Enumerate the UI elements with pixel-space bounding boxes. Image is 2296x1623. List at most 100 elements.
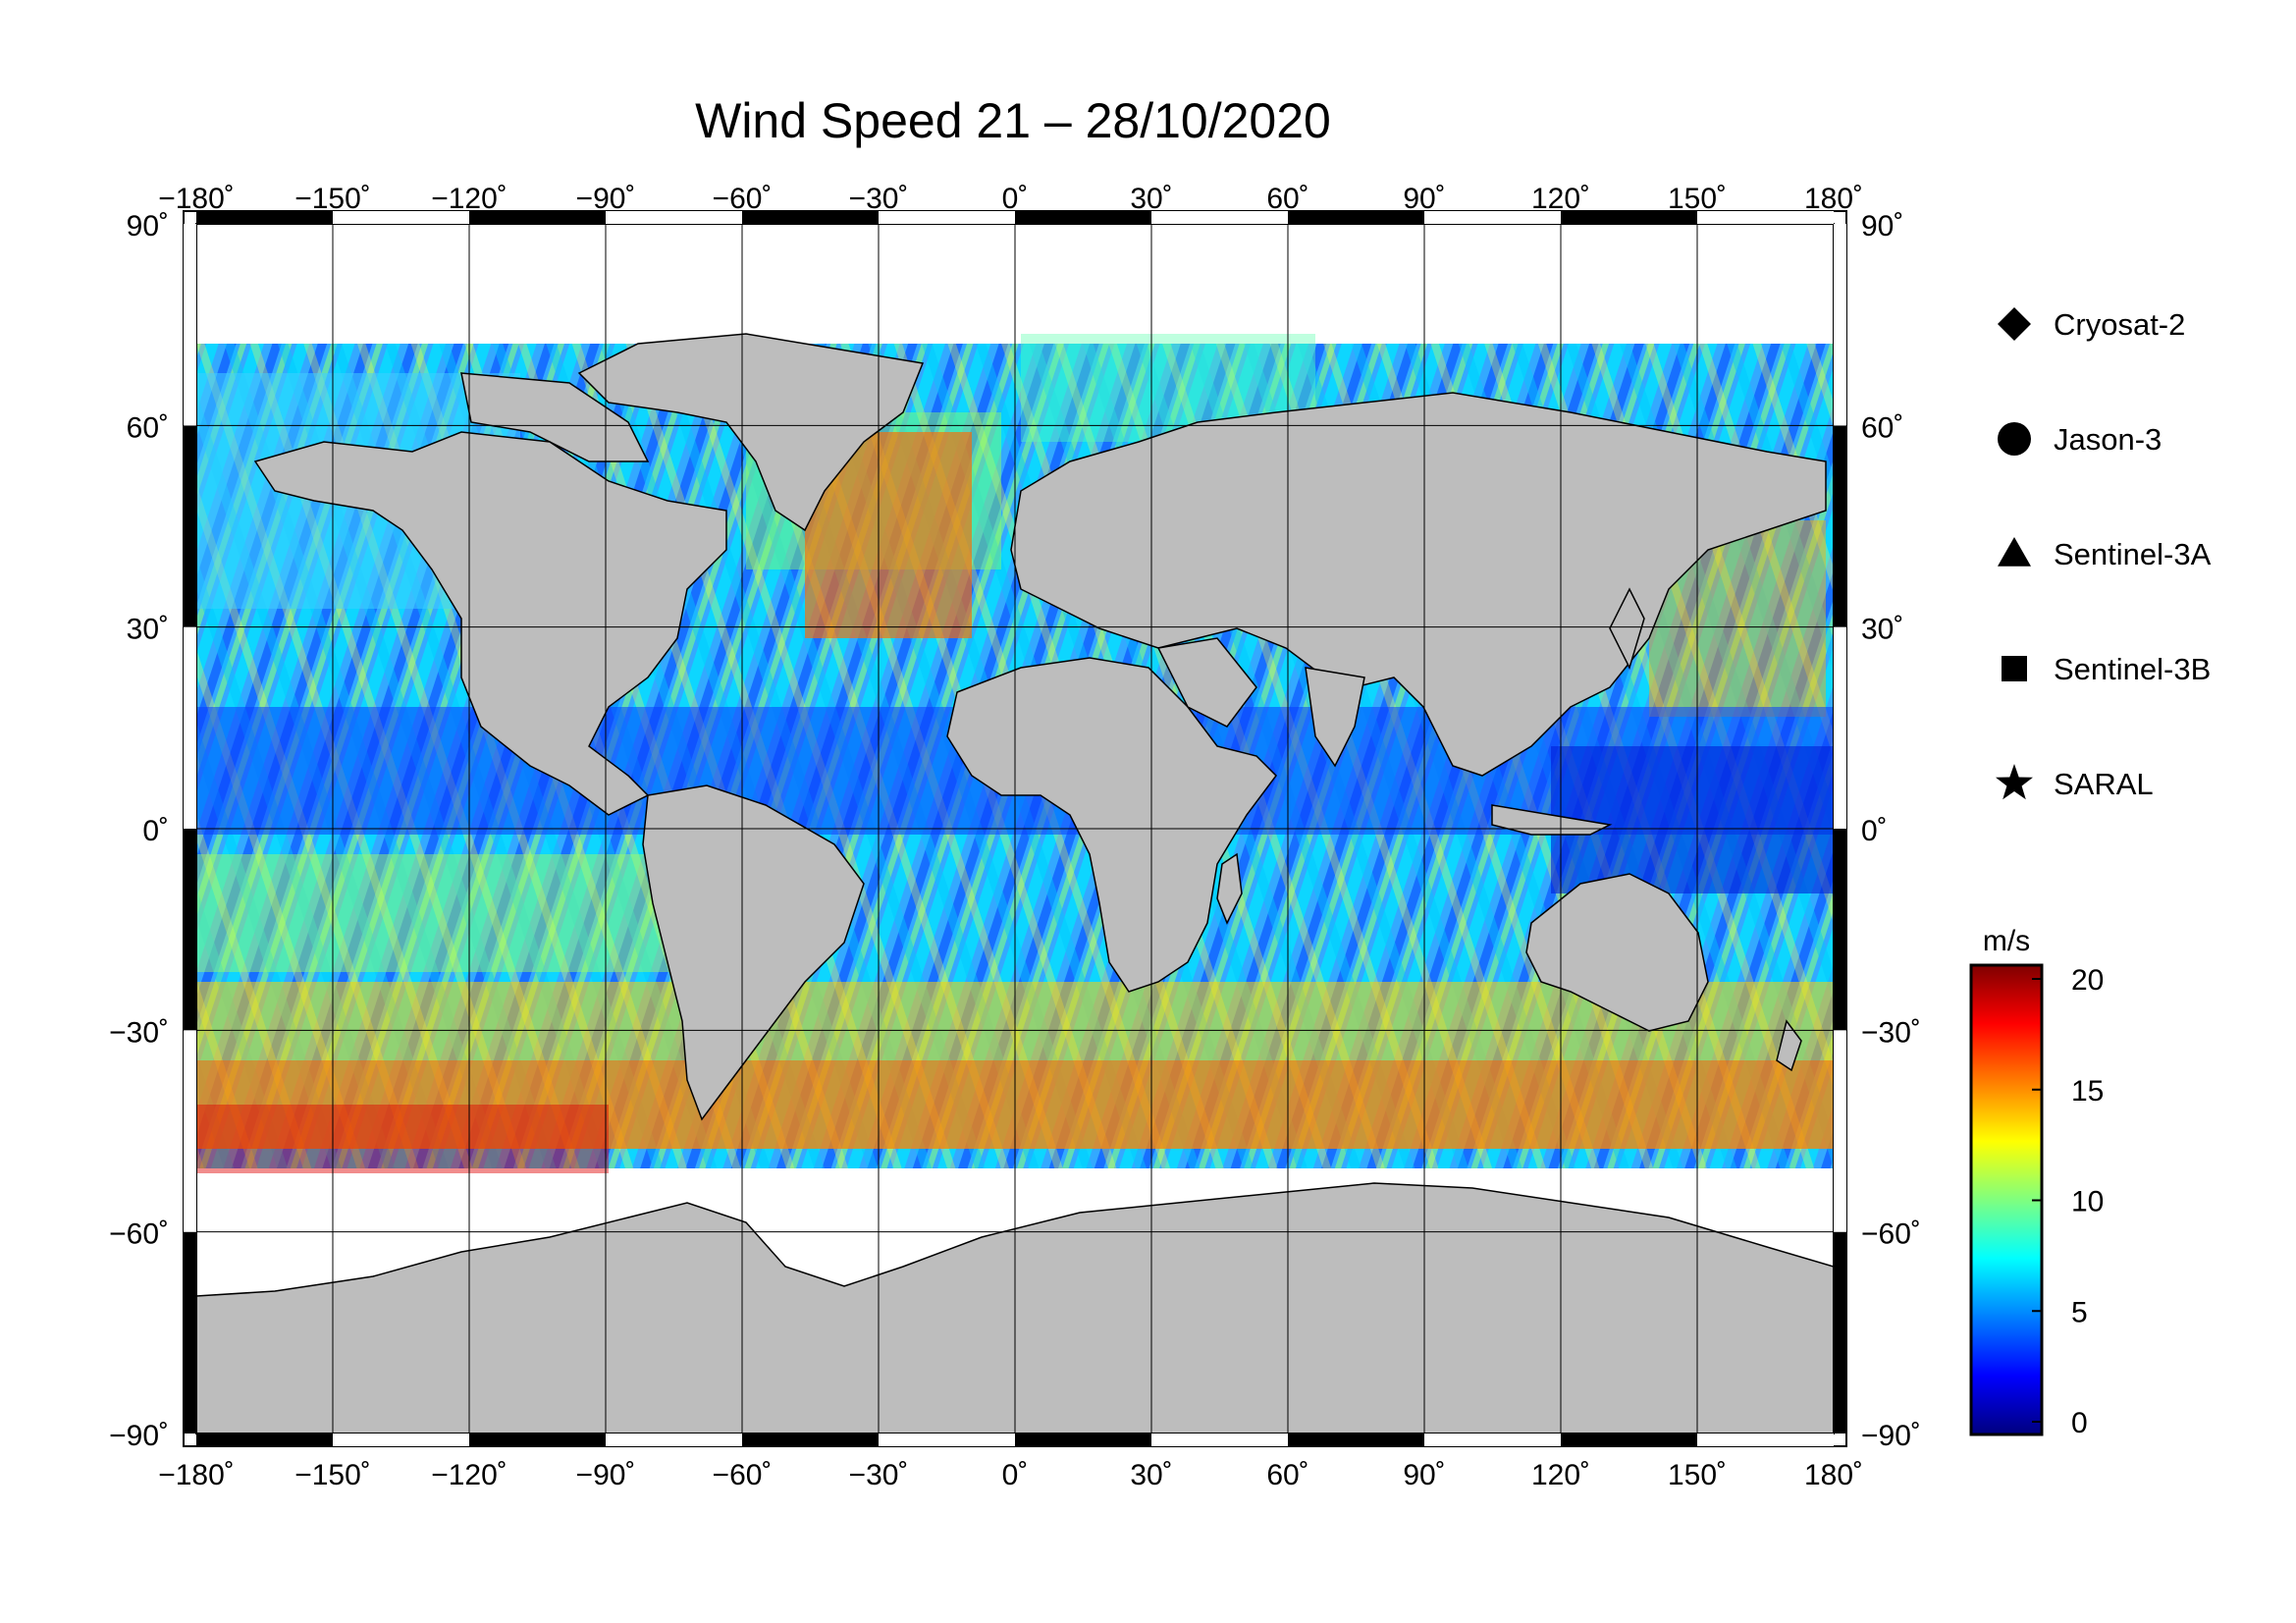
lat-tick-label: −90˚ — [109, 1420, 169, 1452]
lon-tick-label: 150˚ — [1668, 183, 1727, 215]
frame-segment-top — [1697, 211, 1834, 224]
square-icon — [2002, 656, 2027, 681]
lat-tick-label: −30˚ — [1861, 1016, 1921, 1049]
canadian-archipelago — [460, 372, 650, 462]
frame-segment-bottom — [196, 1434, 333, 1446]
india — [1305, 667, 1365, 768]
frame-segment-left — [184, 829, 196, 1031]
lat-tick-label: 60˚ — [127, 411, 169, 444]
frame-segment-top — [606, 211, 742, 224]
legend-label: Cryosat-2 — [2054, 307, 2185, 342]
lon-tick-label: 90˚ — [1403, 1459, 1445, 1491]
lon-tick-label: −120˚ — [431, 183, 507, 215]
legend-item-sentinel-3b: Sentinel-3B — [2002, 652, 2211, 686]
colorbar: m/s 0 5 10 15 20 — [1969, 925, 2104, 1439]
lon-tick-label: −60˚ — [713, 1459, 773, 1491]
lon-tick-label: −180˚ — [158, 183, 235, 215]
frame-segment-top — [1288, 211, 1424, 224]
lon-tick-label: 180˚ — [1804, 183, 1863, 215]
legend-item-saral: SARAL — [1996, 764, 2154, 801]
lon-tick-label: 30˚ — [1130, 1459, 1172, 1491]
colorbar-unit: m/s — [1983, 925, 2030, 957]
africa — [946, 657, 1277, 993]
frame-segment-bottom — [1015, 1434, 1151, 1446]
frame-segment-top — [1561, 211, 1697, 224]
north-america — [253, 431, 727, 816]
map-panel — [196, 224, 1834, 1434]
lon-tick-label: −150˚ — [294, 1459, 371, 1491]
frame-segment-bottom — [469, 1434, 606, 1446]
indonesia — [1491, 804, 1613, 836]
lon-tick-label: −180˚ — [158, 1459, 235, 1491]
frame-segment-bottom — [333, 1434, 469, 1446]
lon-tick-label: −90˚ — [576, 183, 636, 215]
lat-tick-label: 90˚ — [127, 210, 169, 243]
frame-segment-top — [1015, 211, 1151, 224]
lon-tick-label: −30˚ — [849, 183, 909, 215]
circle-icon — [1998, 422, 2031, 456]
lat-tick-label: 30˚ — [127, 614, 169, 646]
legend-item-cryosat-2: Cryosat-2 — [1998, 307, 2185, 342]
frame-segment-bottom — [606, 1434, 742, 1446]
lon-tick-label: 30˚ — [1130, 183, 1172, 215]
lon-tick-label: 60˚ — [1266, 183, 1308, 215]
map-title: Wind Speed 21 – 28/10/2020 — [695, 93, 1331, 148]
lat-tick-label: −30˚ — [109, 1016, 169, 1049]
australia — [1525, 873, 1709, 1032]
frame-segment-left — [184, 425, 196, 627]
frame-segment-top — [469, 211, 606, 224]
colorbar-gradient — [1969, 963, 2044, 1436]
colorbar-tick-label: 5 — [2071, 1296, 2088, 1328]
south-america — [642, 784, 865, 1121]
frame-segment-top — [333, 211, 469, 224]
lon-tick-label: 0˚ — [1002, 1459, 1029, 1491]
colorbar-ticks: 0 5 10 15 20 — [2032, 964, 2104, 1439]
frame-segment-right — [1834, 425, 1846, 627]
frame-segment-left — [184, 1231, 196, 1434]
lat-tick-label: 90˚ — [1861, 210, 1903, 243]
new-zealand — [1776, 1019, 1802, 1072]
frame-segment-right — [1834, 829, 1846, 1031]
triangle-icon — [1998, 537, 2031, 567]
frame-segment-right — [1834, 626, 1846, 829]
lat-tick-labels-right: −90˚ −60˚ −30˚ 0˚ 30˚ 60˚ 90˚ — [1861, 210, 1921, 1452]
colorbar-tick-label: 15 — [2071, 1075, 2104, 1108]
legend-label: Sentinel-3A — [2054, 537, 2212, 571]
lon-tick-label: 150˚ — [1668, 1459, 1727, 1491]
frame-segment-bottom — [1697, 1434, 1834, 1446]
frame-segment-left — [184, 626, 196, 829]
legend-label: Jason-3 — [2054, 422, 2162, 457]
lat-tick-label: −90˚ — [1861, 1420, 1921, 1452]
lat-tick-label: 0˚ — [142, 815, 169, 847]
lon-tick-label: −60˚ — [713, 183, 773, 215]
frame-segment-top — [879, 211, 1015, 224]
madagascar — [1216, 852, 1243, 925]
legend-label: Sentinel-3B — [2054, 652, 2211, 686]
lon-tick-label: 0˚ — [1002, 183, 1029, 215]
lon-tick-label: 120˚ — [1531, 1459, 1590, 1491]
frame-segment-bottom — [1151, 1434, 1288, 1446]
lon-tick-label: −150˚ — [294, 183, 371, 215]
lon-tick-label: 120˚ — [1531, 183, 1590, 215]
lon-tick-label: −30˚ — [849, 1459, 909, 1491]
frame-segment-top — [196, 211, 333, 224]
lon-tick-label: 90˚ — [1403, 183, 1445, 215]
lat-tick-label: −60˚ — [109, 1218, 169, 1251]
frame-segment-left — [184, 1030, 196, 1232]
lat-tick-label: 60˚ — [1861, 411, 1903, 444]
frame-segment-top — [1151, 211, 1288, 224]
lon-tick-label: −120˚ — [431, 1459, 507, 1491]
frame-segment-right — [1834, 1030, 1846, 1232]
frame-segment-bottom — [1561, 1434, 1697, 1446]
legend-label: SARAL — [2054, 767, 2154, 801]
legend-item-sentinel-3a: Sentinel-3A — [1998, 537, 2212, 571]
frame-segment-bottom — [742, 1434, 879, 1446]
satellite-legend: Cryosat-2 Jason-3 Sentinel-3A Sentinel-3B SA… — [1996, 307, 2212, 801]
star-icon — [1996, 764, 2033, 800]
diamond-icon — [1998, 307, 2031, 341]
frame-segment-top — [1424, 211, 1561, 224]
lon-tick-label: −90˚ — [576, 1459, 636, 1491]
lat-tick-label: 30˚ — [1861, 614, 1903, 646]
map-frame — [183, 210, 1847, 1447]
